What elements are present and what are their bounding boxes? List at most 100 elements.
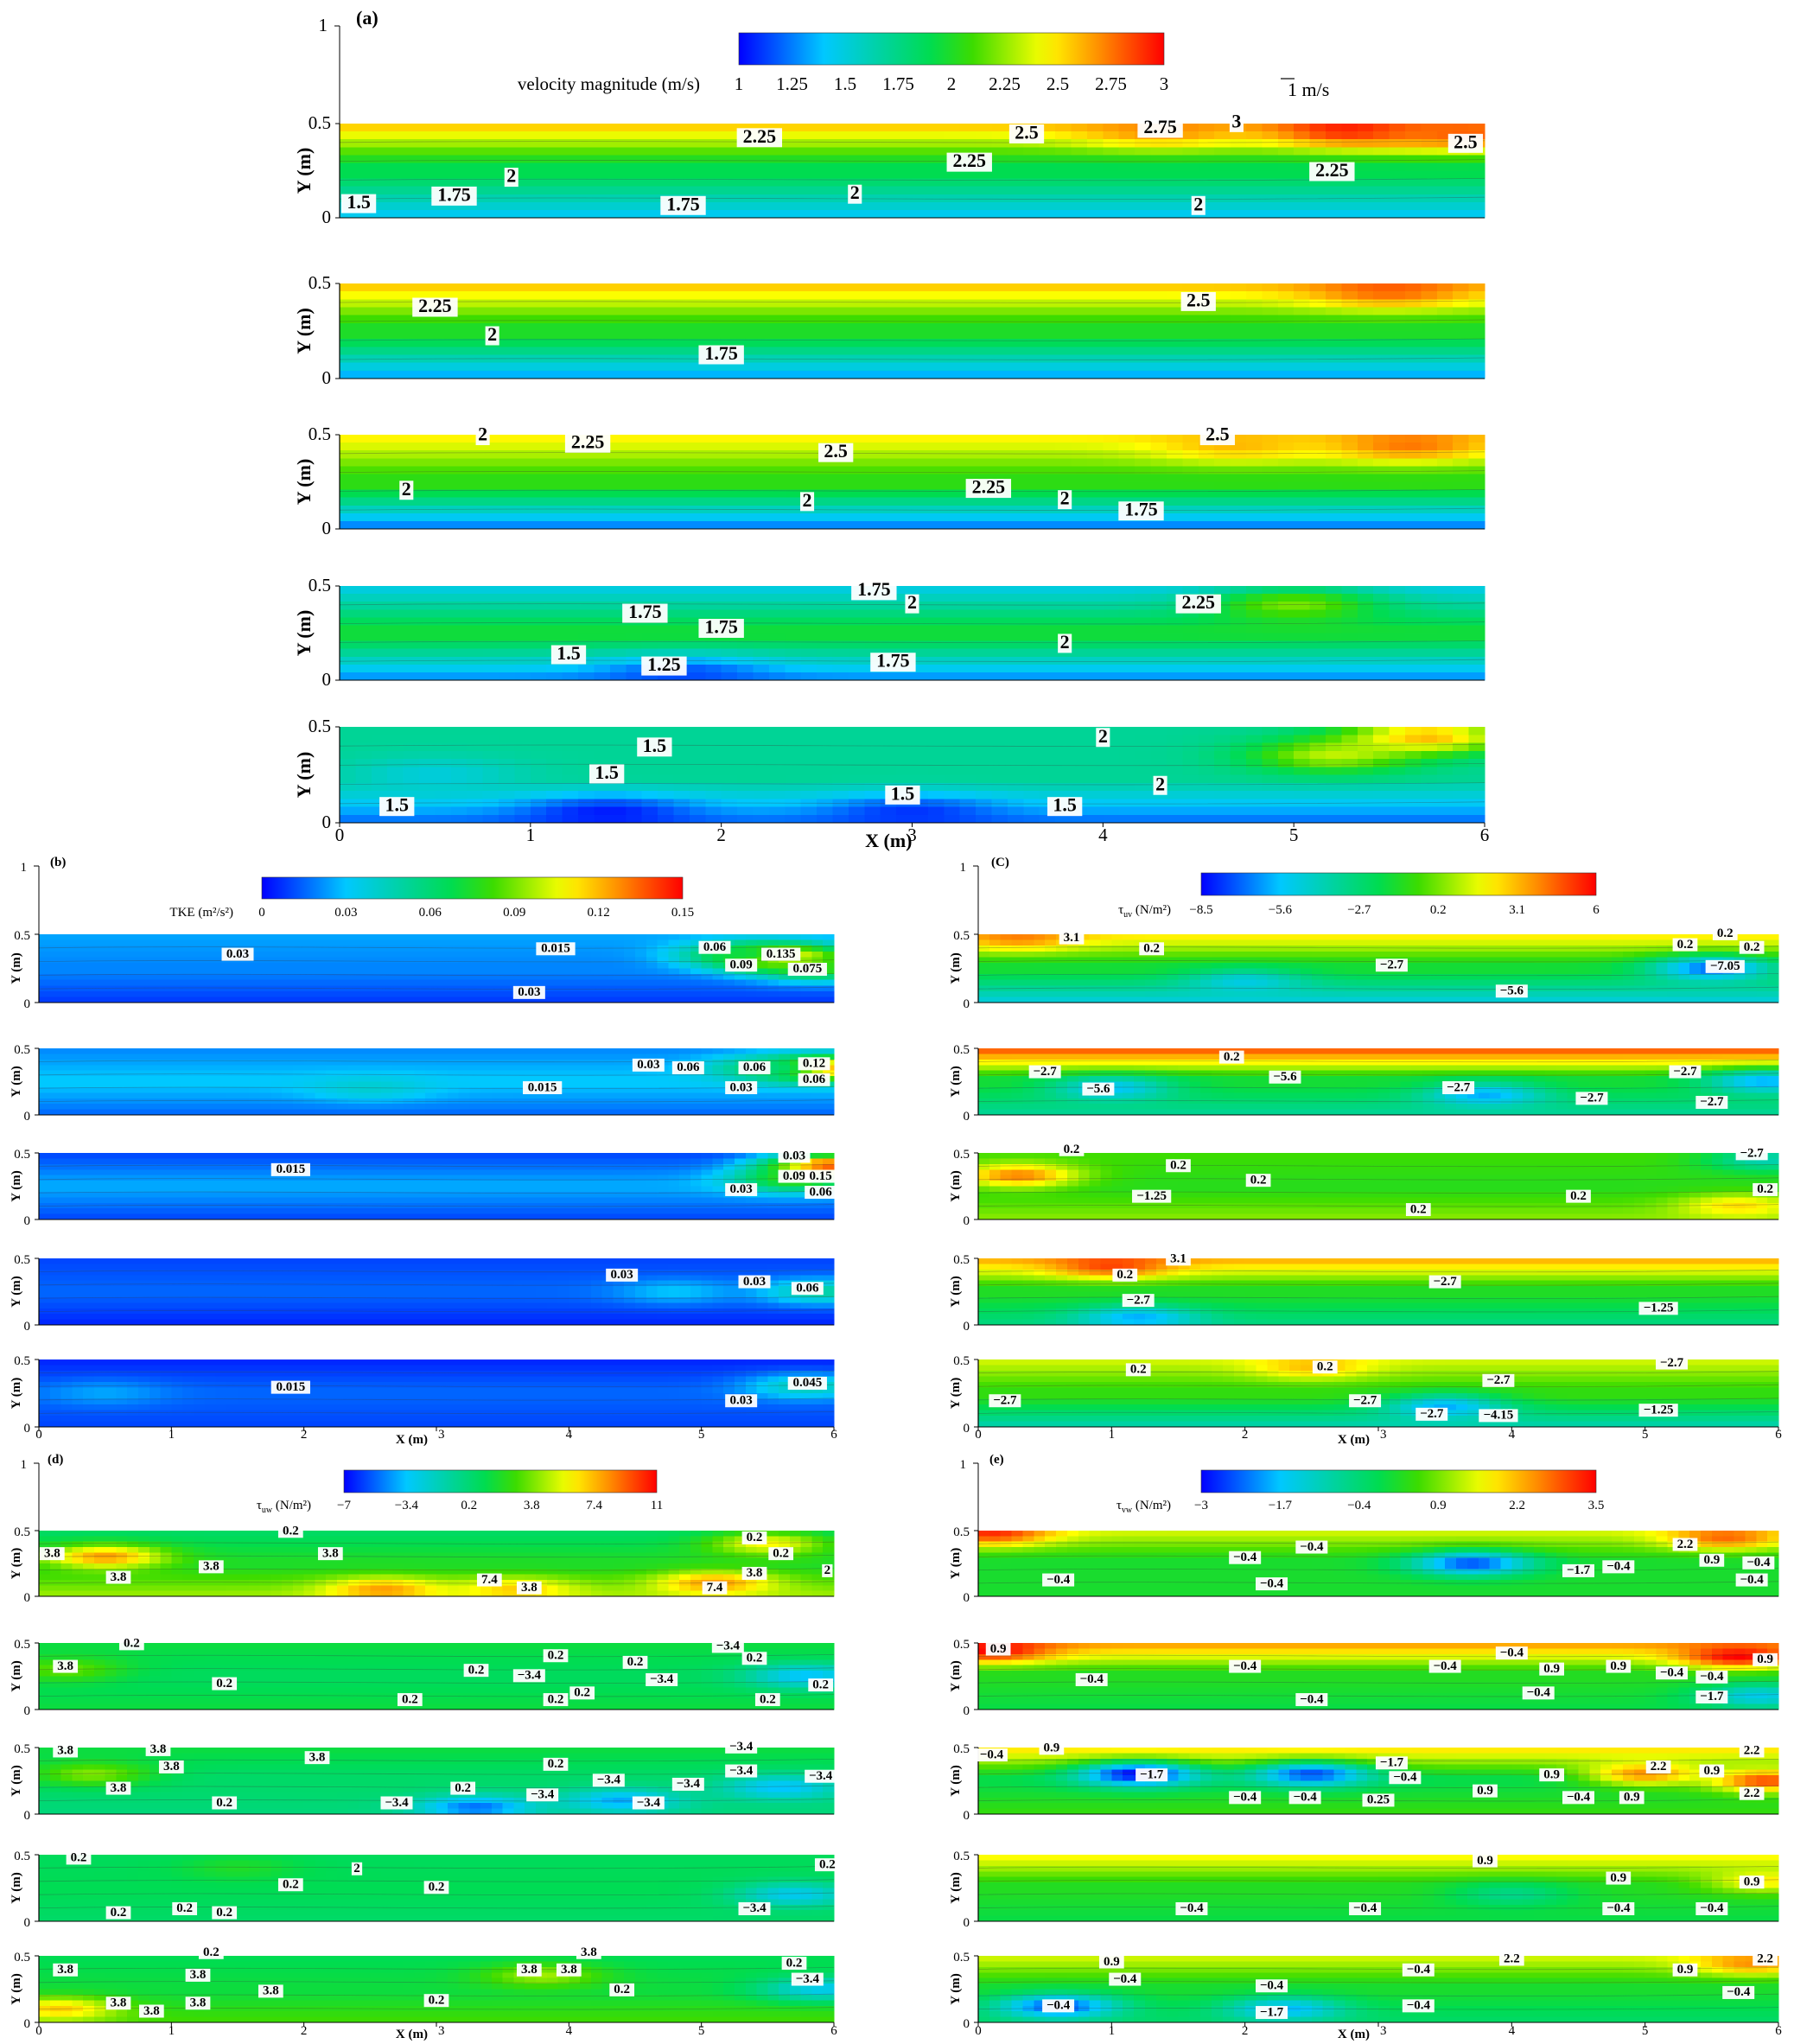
heatmap-cell [451, 783, 468, 792]
heatmap-cell [1262, 308, 1278, 316]
heatmap-cell [372, 435, 388, 443]
heatmap-cell [94, 963, 105, 969]
heatmap-cell [116, 952, 127, 958]
heatmap-cell [435, 665, 451, 673]
heatmap-cell [1246, 315, 1263, 324]
heatmap-cell [690, 466, 706, 474]
heatmap-cell [499, 466, 515, 474]
heatmap-cell [94, 952, 105, 958]
heatmap-cell [546, 283, 563, 292]
heatmap-cell [1437, 759, 1454, 767]
heatmap-cell [304, 991, 315, 997]
heatmap-cell [1262, 315, 1278, 324]
heatmap-cell [1231, 162, 1247, 171]
heatmap-cell [1246, 807, 1263, 816]
heatmap-cell [1294, 187, 1310, 195]
heatmap-cell [1214, 775, 1231, 784]
heatmap-cell [1390, 521, 1406, 530]
heatmap-cell [1040, 323, 1056, 332]
heatmap-cell [1072, 490, 1088, 499]
heatmap-cell [1103, 506, 1119, 514]
heatmap-cell [1278, 649, 1295, 658]
heatmap-cell [1087, 498, 1104, 506]
heatmap-cell [1246, 743, 1263, 752]
heatmap-cell [832, 617, 849, 626]
heatmap-cell [658, 155, 674, 163]
heatmap-cell [1182, 131, 1199, 140]
heatmap-cell [578, 187, 595, 195]
heatmap-cell [1087, 521, 1104, 530]
heatmap-cell [404, 139, 420, 148]
heatmap-cell [1214, 308, 1231, 316]
heatmap-cell [737, 466, 754, 474]
heatmap-cell [753, 743, 769, 752]
heatmap-cell [881, 315, 897, 324]
heatmap-cell [881, 751, 897, 760]
heatmap-cell [61, 946, 73, 952]
heatmap-cell [1278, 727, 1295, 735]
heatmap-cell [626, 187, 642, 195]
heatmap-cell [1135, 363, 1151, 372]
heatmap-cell [355, 767, 372, 775]
heatmap-cell [1405, 339, 1422, 347]
heatmap-cell [50, 980, 61, 986]
heatmap-cell [414, 952, 425, 958]
heatmap-cell [419, 363, 436, 372]
heatmap-cell [372, 617, 388, 626]
heatmap-cell [896, 171, 913, 180]
heatmap-cell [1103, 482, 1119, 491]
heatmap-cell [355, 665, 372, 673]
heatmap-cell [1023, 521, 1040, 530]
heatmap-cell [467, 767, 483, 775]
heatmap-cell [1421, 767, 1437, 775]
heatmap-cell [1055, 371, 1072, 379]
heatmap-cell [722, 586, 738, 595]
heatmap-cell [1119, 339, 1136, 347]
heatmap-cell [722, 513, 738, 522]
heatmap-cell [1453, 807, 1469, 816]
heatmap-cell [392, 957, 404, 963]
heatmap-cell [483, 586, 499, 595]
heatmap-cell [832, 323, 849, 332]
heatmap-cell [1437, 466, 1454, 474]
heatmap-cell [1326, 308, 1342, 316]
heatmap-cell [1103, 347, 1119, 355]
heatmap-cell [1246, 371, 1263, 379]
heatmap-cell [1199, 513, 1215, 522]
heatmap-cell [976, 807, 992, 816]
heatmap-cell [1358, 735, 1374, 743]
heatmap-cell [50, 934, 61, 940]
heatmap-cell [1262, 443, 1278, 451]
heatmap-cell [1421, 371, 1437, 379]
y-tick-label: 0.5 [309, 716, 331, 736]
heatmap-cell [1405, 450, 1422, 459]
heatmap-cell [1341, 617, 1358, 626]
heatmap-cell [514, 735, 531, 743]
heatmap-cell [1358, 625, 1374, 634]
heatmap-cell [150, 946, 161, 952]
heatmap-cell [326, 963, 337, 969]
heatmap-cell [1214, 665, 1231, 673]
heatmap-cell [1278, 594, 1295, 602]
heatmap-cell [1437, 179, 1454, 188]
heatmap-cell [801, 124, 817, 132]
heatmap-cell [1358, 775, 1374, 784]
heatmap-cell [944, 657, 960, 665]
heatmap-cell [1072, 727, 1088, 735]
heatmap-cell [355, 649, 372, 658]
heatmap-cell [642, 179, 658, 188]
heatmap-cell [39, 969, 50, 975]
heatmap-cell [293, 980, 304, 986]
heatmap-cell [1421, 799, 1437, 807]
heatmap-cell [1390, 815, 1406, 824]
heatmap-cell [642, 371, 658, 379]
heatmap-cell [673, 751, 690, 760]
heatmap-cell [801, 443, 817, 451]
heatmap-cell [304, 957, 315, 963]
heatmap-cell [1103, 187, 1119, 195]
heatmap-cell [960, 602, 977, 610]
heatmap-cell [1405, 767, 1422, 775]
heatmap-cell [387, 299, 404, 308]
heatmap-cell [960, 283, 977, 292]
heatmap-cell [546, 815, 563, 824]
